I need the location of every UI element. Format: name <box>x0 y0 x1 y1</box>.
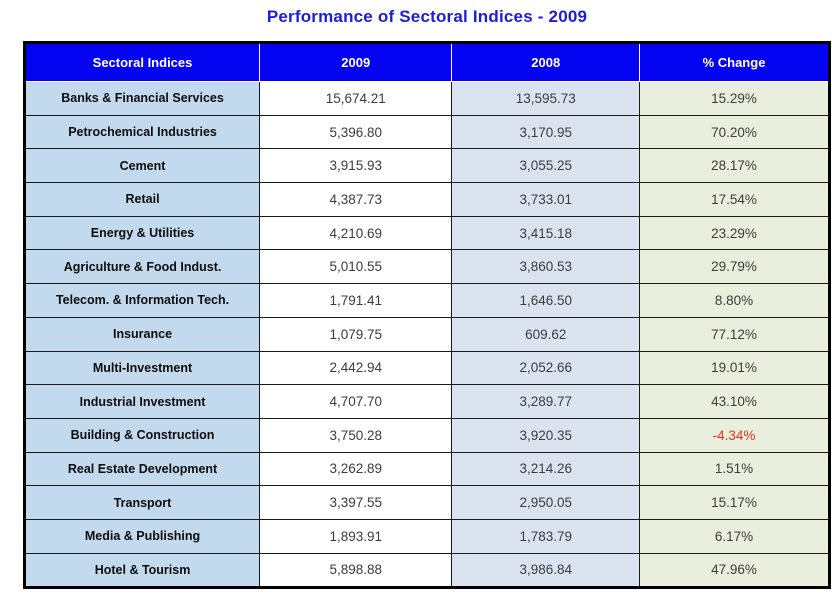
sector-cell: Petrochemical Industries <box>23 114 261 150</box>
col-header-sectoral-indices: Sectoral Indices <box>23 42 261 82</box>
value-2008-cell: 3,733.01 <box>451 182 640 217</box>
table-row: Telecom. & Information Tech. 1,791.41 1,64… <box>23 283 830 318</box>
sector-cell: Multi-Investment <box>23 350 261 386</box>
change-cell: 15.29% <box>639 81 830 116</box>
change-cell: 70.20% <box>639 114 830 150</box>
value-2008-cell: 3,289.77 <box>451 384 640 419</box>
value-2008-cell: 609.62 <box>451 316 640 352</box>
change-cell: 8.80% <box>639 283 830 318</box>
table-row: Cement 3,915.93 3,055.25 28.17% <box>23 148 830 184</box>
value-2008-cell: 1,646.50 <box>451 283 640 318</box>
change-cell: 6.17% <box>639 518 830 554</box>
table-row: Real Estate Development 3,262.89 3,214.26 1… <box>23 451 830 487</box>
table-row: Media & Publishing 1,893.91 1,783.79 6.17% <box>23 518 830 554</box>
value-2009-cell: 3,397.55 <box>259 485 453 520</box>
sector-cell: Insurance <box>23 316 261 352</box>
value-2008-cell: 3,920.35 <box>451 417 640 453</box>
value-2009-cell: 2,442.94 <box>259 350 453 386</box>
table-row: Petrochemical Industries 5,396.80 3,170.95… <box>23 114 830 150</box>
change-cell: 43.10% <box>639 384 830 419</box>
table-row: Insurance 1,079.75 609.62 77.12% <box>23 316 830 352</box>
value-2009-cell: 4,210.69 <box>259 215 453 251</box>
value-2009-cell: 3,915.93 <box>259 148 453 184</box>
table-row: Retail 4,387.73 3,733.01 17.54% <box>23 182 830 217</box>
sector-cell: Agriculture & Food Indust. <box>23 249 261 285</box>
col-header-percent-change: % Change <box>639 42 830 82</box>
sector-cell: Real Estate Development <box>23 451 261 487</box>
change-cell: 47.96% <box>639 552 830 589</box>
value-2008-cell: 3,415.18 <box>451 215 640 251</box>
value-2008-cell: 2,052.66 <box>451 350 640 386</box>
table-row: Agriculture & Food Indust. 5,010.55 3,860.… <box>23 249 830 285</box>
change-cell: -4.34% <box>639 417 830 453</box>
value-2008-cell: 3,986.84 <box>451 552 640 589</box>
change-cell: 1.51% <box>639 451 830 487</box>
col-header-2008: 2008 <box>451 42 640 82</box>
header-row: Sectoral Indices 2009 2008 % Change <box>23 42 830 82</box>
table-row: Hotel & Tourism 5,898.88 3,986.84 47.96% <box>23 552 830 589</box>
change-cell: 28.17% <box>639 148 830 184</box>
change-cell: 15.17% <box>639 485 830 520</box>
table-row: Industrial Investment 4,707.70 3,289.77 43.… <box>23 384 830 419</box>
value-2009-cell: 5,396.80 <box>259 114 453 150</box>
change-cell: 77.12% <box>639 316 830 352</box>
value-2008-cell: 1,783.79 <box>451 518 640 554</box>
value-2008-cell: 3,055.25 <box>451 148 640 184</box>
value-2008-cell: 13,595.73 <box>451 81 640 116</box>
sector-cell: Hotel & Tourism <box>23 552 261 589</box>
page-title: Performance of Sectoral Indices - 2009 <box>266 7 588 26</box>
table-row: Energy & Utilities 4,210.69 3,415.18 23.29% <box>23 215 830 251</box>
value-2009-cell: 1,079.75 <box>259 316 453 352</box>
value-2009-cell: 4,707.70 <box>259 384 453 419</box>
table-row: Building & Construction 3,750.28 3,920.35-… <box>23 417 830 453</box>
sectoral-indices-table: Sectoral Indices 2009 2008 % Change Bank… <box>23 41 831 590</box>
sector-cell: Energy & Utilities <box>23 215 261 251</box>
sector-cell: Industrial Investment <box>23 384 261 419</box>
col-header-2009: 2009 <box>259 42 453 82</box>
change-cell: 29.79% <box>639 249 830 285</box>
table-row: Multi-Investment 2,442.94 2,052.66 19.01% <box>23 350 830 386</box>
sector-cell: Transport <box>23 485 261 520</box>
value-2008-cell: 3,214.26 <box>451 451 640 487</box>
table-row: Banks & Financial Services 15,674.21 13,59… <box>23 81 830 116</box>
change-cell: 17.54% <box>639 182 830 217</box>
sector-cell: Banks & Financial Services <box>23 81 261 116</box>
sector-cell: Building & Construction <box>23 417 261 453</box>
value-2009-cell: 1,791.41 <box>259 283 453 318</box>
sector-cell: Media & Publishing <box>23 518 261 554</box>
value-2008-cell: 2,950.05 <box>451 485 640 520</box>
sector-cell: Telecom. & Information Tech. <box>23 283 261 318</box>
report-page: Performance of Sectoral Indices - 2009 S… <box>23 0 831 590</box>
value-2009-cell: 1,893.91 <box>259 518 453 554</box>
value-2008-cell: 3,170.95 <box>451 114 640 150</box>
sector-cell: Retail <box>23 182 261 217</box>
table-row: Transport 3,397.55 2,950.05 15.17% <box>23 485 830 520</box>
value-2009-cell: 3,262.89 <box>259 451 453 487</box>
value-2008-cell: 3,860.53 <box>451 249 640 285</box>
sector-cell: Cement <box>23 148 261 184</box>
value-2009-cell: 15,674.21 <box>259 81 453 116</box>
value-2009-cell: 4,387.73 <box>259 182 453 217</box>
value-2009-cell: 3,750.28 <box>259 417 453 453</box>
change-cell: 19.01% <box>639 350 830 386</box>
value-2009-cell: 5,898.88 <box>259 552 453 589</box>
value-2009-cell: 5,010.55 <box>259 249 453 285</box>
change-cell: 23.29% <box>639 215 830 251</box>
